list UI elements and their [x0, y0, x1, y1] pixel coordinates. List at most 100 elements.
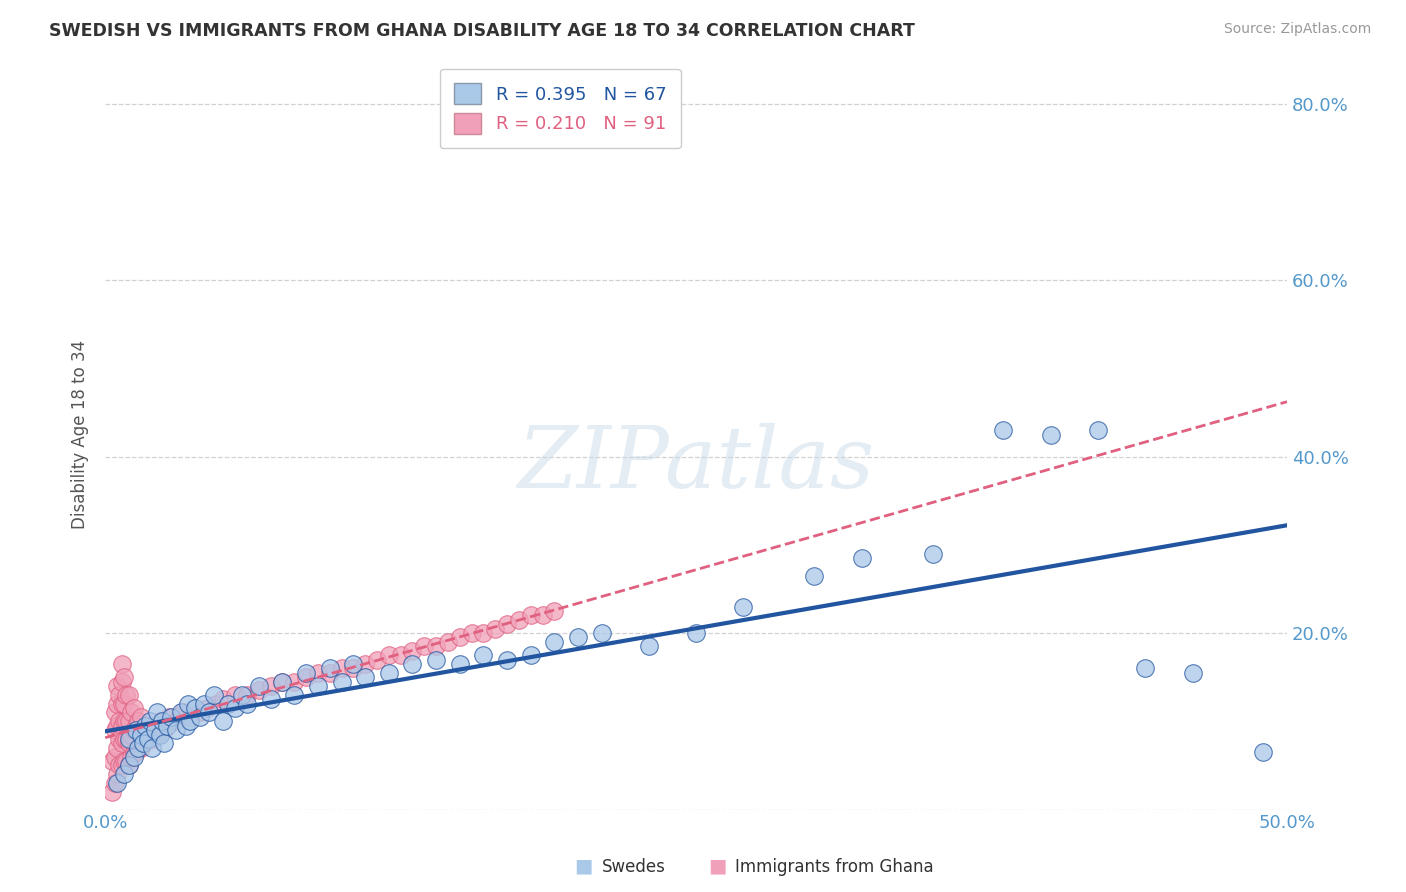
Point [179, 714, 201, 729]
Point [111, 758, 134, 772]
Point [125, 745, 148, 759]
Point [141, 740, 163, 755]
Point [993, 423, 1015, 437]
Point [1135, 661, 1157, 675]
Point [115, 714, 138, 729]
Point [319, 661, 342, 675]
Point [401, 657, 423, 671]
Point [111, 719, 134, 733]
Point [108, 714, 131, 729]
Point [354, 657, 377, 671]
Point [148, 714, 170, 729]
Point [132, 736, 155, 750]
Point [188, 710, 211, 724]
Point [118, 688, 141, 702]
Point [105, 740, 128, 755]
Point [139, 723, 162, 738]
Point [425, 640, 447, 654]
Point [122, 701, 145, 715]
Point [127, 740, 149, 755]
Point [153, 723, 176, 738]
Point [112, 767, 135, 781]
Point [104, 749, 127, 764]
Text: SWEDISH VS IMMIGRANTS FROM GHANA DISABILITY AGE 18 TO 34 CORRELATION CHART: SWEDISH VS IMMIGRANTS FROM GHANA DISABIL… [49, 22, 915, 40]
Point [105, 767, 128, 781]
Point [129, 740, 152, 755]
Point [519, 648, 541, 662]
Point [111, 657, 134, 671]
Point [236, 688, 259, 702]
Point [330, 661, 353, 675]
Point [122, 723, 145, 738]
Point [1253, 745, 1275, 759]
Point [120, 749, 142, 764]
Point [143, 723, 166, 738]
Point [115, 688, 138, 702]
Point [247, 683, 270, 698]
Point [271, 674, 294, 689]
Point [260, 692, 283, 706]
Point [733, 599, 755, 614]
Point [217, 697, 239, 711]
Point [271, 674, 294, 689]
Point [342, 661, 364, 675]
Point [378, 648, 401, 662]
Point [283, 674, 305, 689]
Text: Source: ZipAtlas.com: Source: ZipAtlas.com [1223, 22, 1371, 37]
Point [118, 758, 141, 772]
Point [105, 719, 128, 733]
Point [143, 719, 166, 733]
Point [472, 648, 495, 662]
Point [134, 719, 156, 733]
Point [111, 736, 134, 750]
Point [112, 670, 135, 684]
Point [115, 754, 138, 768]
Point [104, 706, 127, 720]
Point [212, 714, 235, 729]
Point [120, 727, 142, 741]
Point [122, 745, 145, 759]
Point [307, 665, 329, 680]
Point [638, 640, 661, 654]
Point [413, 640, 436, 654]
Point [105, 697, 128, 711]
Point [112, 697, 135, 711]
Point [105, 679, 128, 693]
Point [425, 652, 447, 666]
Point [205, 697, 228, 711]
Point [127, 714, 149, 729]
Point [212, 692, 235, 706]
Point [108, 731, 131, 746]
Point [120, 706, 142, 720]
Point [112, 714, 135, 729]
Point [307, 679, 329, 693]
Point [236, 697, 259, 711]
Point [202, 688, 225, 702]
Point [460, 626, 482, 640]
Point [1087, 423, 1109, 437]
Point [165, 714, 187, 729]
Point [157, 710, 180, 724]
Point [295, 665, 318, 680]
Point [170, 706, 193, 720]
Point [129, 727, 152, 741]
Point [851, 551, 873, 566]
Text: ■: ■ [574, 857, 593, 876]
Point [319, 665, 342, 680]
Point [472, 626, 495, 640]
Point [129, 710, 152, 724]
Point [118, 758, 141, 772]
Point [354, 670, 377, 684]
Point [179, 710, 201, 724]
Point [330, 674, 353, 689]
Point [105, 776, 128, 790]
Point [118, 714, 141, 729]
Point [174, 719, 197, 733]
Point [567, 631, 589, 645]
Point [118, 731, 141, 746]
Point [115, 731, 138, 746]
Text: Immigrants from Ghana: Immigrants from Ghana [735, 858, 934, 876]
Point [111, 697, 134, 711]
Text: Swedes: Swedes [602, 858, 665, 876]
Point [496, 652, 519, 666]
